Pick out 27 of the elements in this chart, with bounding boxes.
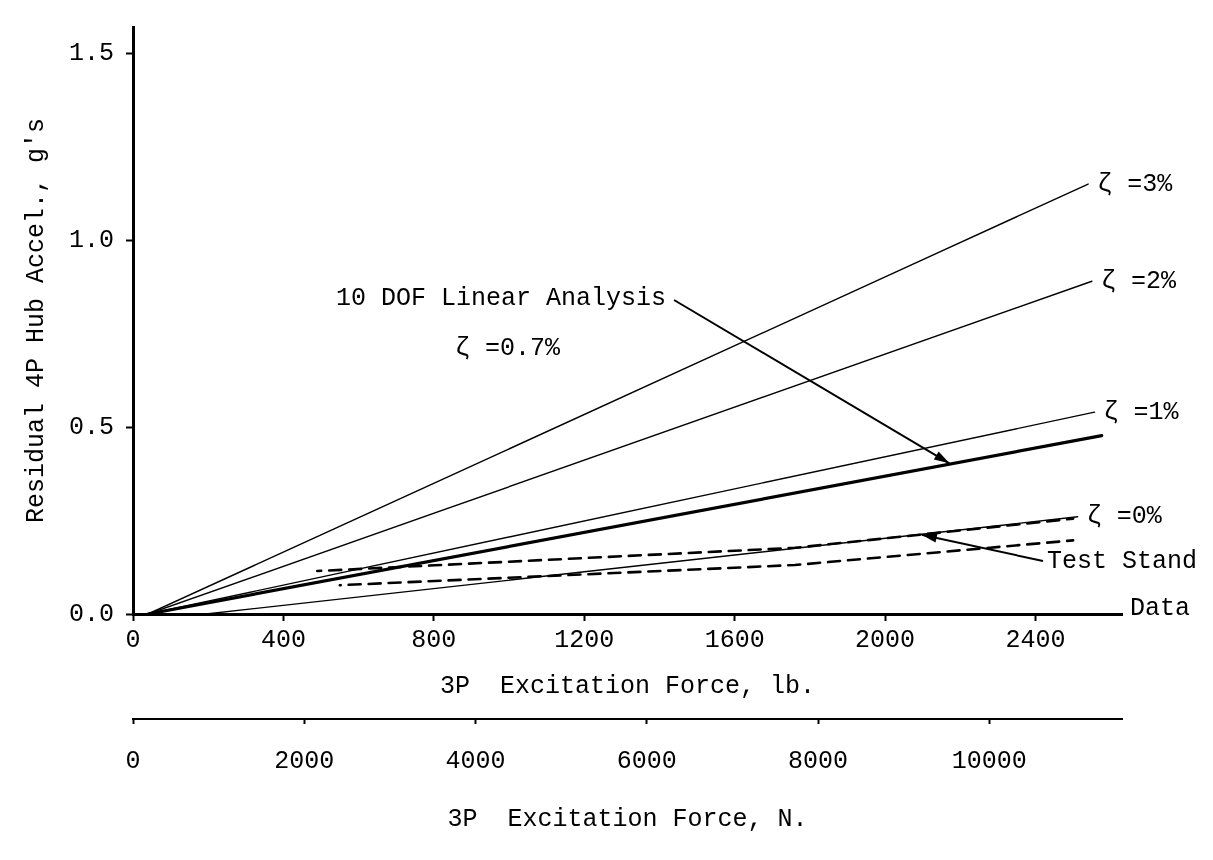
x-axis-title: 3P Excitation Force, lb.: [439, 671, 816, 701]
x-tick-label: 1200: [554, 625, 615, 655]
x2-tick-label: 2000: [274, 746, 335, 776]
y-tick-label: 0.0: [68, 599, 115, 629]
y-tick-label: 1.5: [68, 38, 115, 68]
series-label: ζ =1%: [1103, 397, 1180, 427]
x-tick-label: 1600: [704, 625, 765, 655]
annotation: ζ =0.7%: [455, 333, 562, 363]
y-tick-label: 1.0: [68, 225, 115, 255]
x2-axis-title: 3P Excitation Force, N.: [447, 804, 808, 834]
annotation: Test Stand Data: [1046, 546, 1197, 623]
x-tick-label: 400: [260, 625, 306, 655]
x-tick-label: 2000: [855, 625, 916, 655]
series-label: ζ =3%: [1097, 169, 1174, 199]
annotation: 10 DOF Linear Analysis: [336, 283, 667, 313]
x2-tick-label: 4000: [445, 746, 506, 776]
x2-tick-label: 8000: [788, 746, 849, 776]
series-label: ζ =2%: [1100, 266, 1177, 296]
x2-tick-label: 10000: [951, 746, 1027, 776]
x-tick-label: 2400: [1005, 625, 1066, 655]
x2-tick-label: 6000: [616, 746, 677, 776]
series-label: ζ =0%: [1086, 502, 1163, 532]
x-tick-label: 800: [411, 625, 457, 655]
x-tick-label: 0: [125, 625, 141, 655]
x2-tick-label: 0: [125, 746, 141, 776]
y-axis-title: Residual 4P Hub Accel., g's: [21, 117, 51, 524]
y-tick-label: 0.5: [68, 412, 115, 442]
